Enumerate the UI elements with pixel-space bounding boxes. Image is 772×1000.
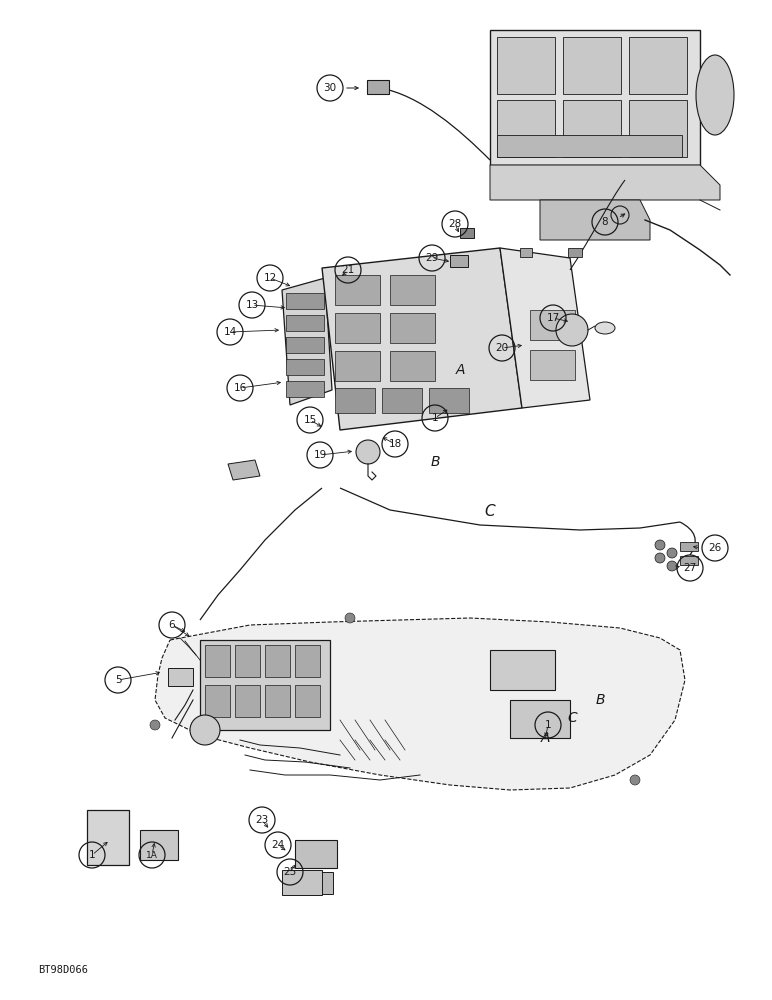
Polygon shape (155, 618, 685, 790)
Circle shape (150, 720, 160, 730)
Ellipse shape (595, 322, 615, 334)
Bar (295, 840, 337, 868)
Text: 14: 14 (223, 327, 237, 337)
Text: 20: 20 (496, 343, 509, 353)
Text: 6: 6 (169, 620, 175, 630)
Text: 28: 28 (449, 219, 462, 229)
Bar (497, 135, 682, 157)
Bar (390, 351, 435, 381)
Circle shape (655, 540, 665, 550)
Text: 25: 25 (283, 867, 296, 877)
Text: 29: 29 (425, 253, 438, 263)
Bar (200, 640, 330, 730)
Circle shape (667, 561, 677, 571)
Bar (295, 685, 320, 717)
Text: B: B (430, 455, 440, 469)
Text: A: A (455, 363, 465, 377)
Bar (382, 388, 422, 413)
Text: 27: 27 (683, 563, 696, 573)
Text: 30: 30 (323, 83, 337, 93)
Bar (563, 100, 621, 157)
Text: A: A (540, 731, 550, 745)
Bar (140, 830, 178, 860)
Bar (490, 30, 700, 165)
Circle shape (556, 314, 588, 346)
Text: BT98D066: BT98D066 (38, 965, 88, 975)
Text: 5: 5 (115, 675, 121, 685)
Bar (390, 275, 435, 305)
Text: 8: 8 (601, 217, 608, 227)
Polygon shape (228, 460, 260, 480)
Bar (629, 100, 687, 157)
Bar (335, 313, 380, 343)
Circle shape (190, 715, 220, 745)
Polygon shape (540, 200, 650, 240)
Bar (286, 337, 324, 353)
Bar (286, 381, 324, 397)
Bar (520, 248, 532, 257)
Circle shape (345, 613, 355, 623)
Bar (367, 80, 389, 94)
Text: C: C (485, 504, 496, 520)
Circle shape (356, 440, 380, 464)
Bar (235, 645, 260, 677)
Bar (282, 870, 322, 895)
Circle shape (655, 553, 665, 563)
Text: B: B (595, 693, 604, 707)
Bar (510, 700, 570, 738)
Bar (680, 542, 698, 551)
Bar (450, 255, 468, 267)
Circle shape (667, 548, 677, 558)
Bar (390, 313, 435, 343)
Bar (286, 293, 324, 309)
Text: 13: 13 (245, 300, 259, 310)
Circle shape (630, 775, 640, 785)
Ellipse shape (696, 55, 734, 135)
Text: 19: 19 (313, 450, 327, 460)
Text: 12: 12 (263, 273, 276, 283)
Bar (286, 359, 324, 375)
Polygon shape (282, 278, 332, 405)
Text: 1: 1 (89, 850, 95, 860)
Text: 16: 16 (233, 383, 246, 393)
Bar (530, 350, 575, 380)
Text: 21: 21 (341, 265, 354, 275)
Bar (286, 315, 324, 331)
Bar (265, 645, 290, 677)
Bar (168, 668, 193, 686)
Polygon shape (500, 248, 590, 408)
Bar (497, 37, 555, 94)
Bar (335, 351, 380, 381)
Text: 24: 24 (272, 840, 285, 850)
Text: 18: 18 (388, 439, 401, 449)
Bar (490, 650, 555, 690)
Bar (563, 37, 621, 94)
Bar (530, 310, 575, 340)
Bar (265, 685, 290, 717)
Polygon shape (322, 248, 522, 430)
Text: 15: 15 (303, 415, 317, 425)
Bar (629, 37, 687, 94)
Text: 17: 17 (547, 313, 560, 323)
Bar (460, 228, 474, 238)
Text: 23: 23 (256, 815, 269, 825)
Text: 26: 26 (709, 543, 722, 553)
Bar (335, 388, 375, 413)
Text: 1: 1 (545, 720, 551, 730)
Polygon shape (490, 165, 720, 200)
Bar (429, 388, 469, 413)
Text: 1: 1 (432, 413, 438, 423)
Text: C: C (567, 711, 577, 725)
Bar (497, 100, 555, 157)
Bar (205, 685, 230, 717)
Bar (87, 810, 129, 865)
Bar (335, 275, 380, 305)
Bar (680, 556, 698, 565)
Bar (568, 248, 582, 257)
Text: 1A: 1A (146, 850, 158, 859)
Bar (205, 645, 230, 677)
Bar (295, 645, 320, 677)
Bar (295, 872, 333, 894)
Bar (235, 685, 260, 717)
